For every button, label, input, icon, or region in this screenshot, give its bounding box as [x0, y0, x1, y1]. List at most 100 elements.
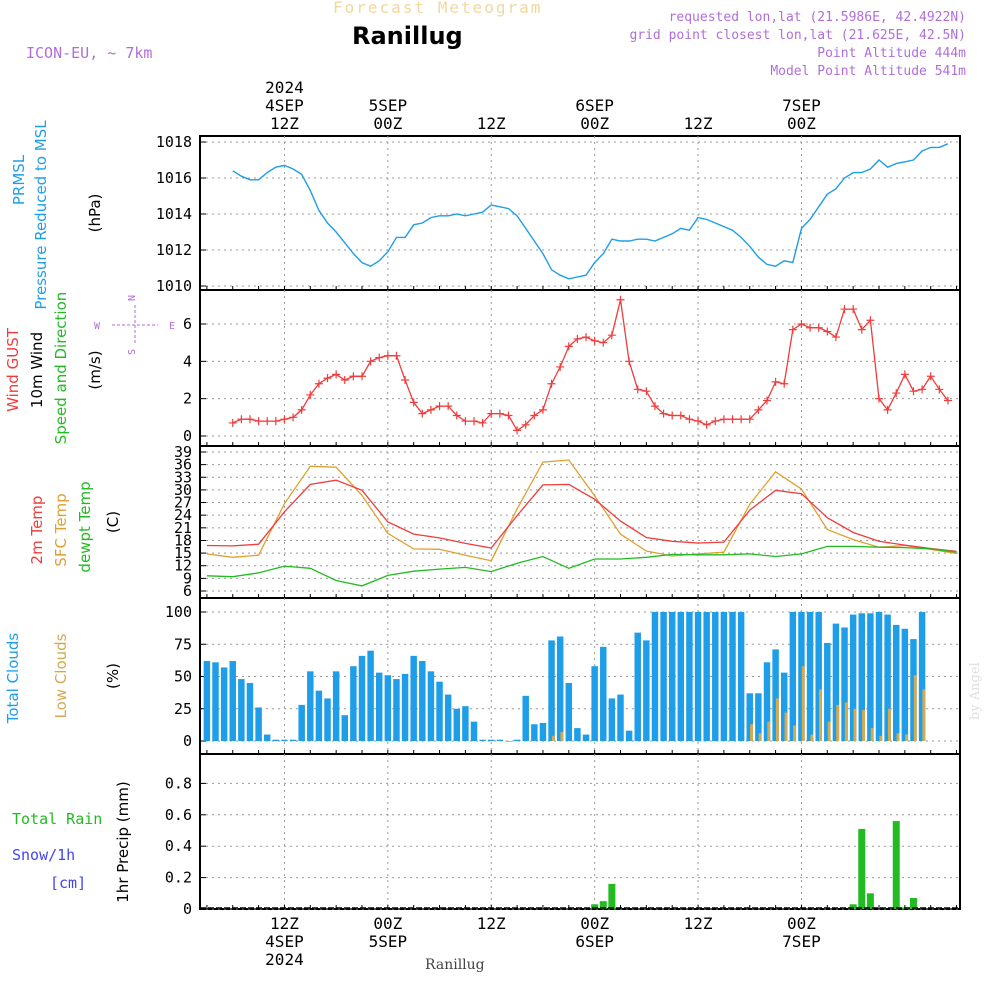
gust-marker [409, 398, 418, 407]
y-tick-label: 2 [183, 390, 192, 408]
total-cloud-bar [565, 682, 573, 741]
gust-marker [875, 394, 884, 403]
gust-marker [426, 405, 435, 414]
total-cloud-bar [660, 612, 667, 741]
compass-south: S [127, 349, 138, 355]
gust-marker [435, 402, 444, 411]
gust-marker [900, 370, 909, 379]
total-cloud-bar [875, 612, 883, 741]
low-cloud-bar [913, 675, 917, 741]
total-cloud-bar [910, 639, 917, 741]
gust-marker [538, 405, 547, 414]
total-cloud-bar [315, 690, 323, 741]
total-cloud-bar [600, 646, 607, 741]
gust-marker [797, 320, 806, 328]
gust-marker [685, 415, 694, 424]
gust-marker [366, 357, 375, 366]
total-cloud-bar [806, 612, 814, 741]
gust-marker [668, 411, 677, 420]
panel-precip: 0 0.2 0.4 0.6 0.8 [165, 753, 961, 918]
y-tick-label: 4 [183, 352, 192, 370]
gust-marker [470, 417, 479, 426]
total-cloud-bar [634, 632, 641, 741]
gust-marker [883, 405, 892, 414]
total-cloud-bar [324, 698, 331, 741]
y-tick-label: 100 [165, 603, 192, 621]
gust-marker [530, 411, 539, 420]
t2m-label: 2m Temp [28, 496, 46, 565]
y-tick-label: 0 [183, 900, 192, 918]
y-tick-label: 18 [174, 531, 192, 549]
total-cloud-bar [272, 739, 280, 741]
gust-marker [582, 333, 591, 342]
gust-marker [357, 372, 366, 381]
bottom-time-label: 12Z [270, 914, 299, 933]
y-tick-label: 15 [174, 544, 192, 562]
total-cloud-bar [453, 708, 461, 741]
total-cloud-bar [694, 612, 702, 741]
gridpoint-coords: grid point closest lon,lat (21.625E, 42.… [629, 28, 966, 43]
credit-label: by Angel [968, 662, 983, 720]
precip-bar [858, 828, 866, 909]
total-cloud-bar [298, 704, 305, 741]
total-cloud-bar [815, 612, 822, 741]
y-tick-label: 1018 [156, 133, 192, 151]
bottom-time-label: 00Z [373, 914, 402, 933]
wind-10m-label: 10m Wind [28, 332, 46, 408]
gust-marker [383, 351, 392, 360]
total-cloud-bar [444, 694, 452, 741]
gust-marker [642, 387, 651, 396]
y-tick-label: 33 [174, 468, 192, 486]
low-cloud-bar [896, 733, 900, 741]
total-cloud-bar [832, 623, 840, 741]
gust-marker [823, 327, 832, 336]
precip-unit-label: 1hr Precip (mm) [114, 781, 132, 902]
gust-marker [633, 385, 642, 394]
gust-marker [711, 417, 720, 426]
total-cloud-bar [419, 661, 426, 741]
compass-west: W [94, 321, 101, 332]
total-cloud-bar [703, 612, 710, 741]
watermark-title: Forecast Meteogram [333, 0, 543, 17]
dewpoint-label: dewpt Temp [76, 481, 94, 572]
panel-frame [199, 289, 961, 447]
total-cloud-bar [625, 730, 633, 741]
temp-unit-label: (C) [104, 511, 122, 533]
total-cloud-bar [858, 613, 865, 741]
total-cloud-bar [901, 628, 909, 741]
pressure-label-msl: Pressure Reduced to MSL [32, 120, 50, 310]
top-time-label: 12Z [270, 114, 299, 133]
y-tick-label: 75 [174, 635, 192, 653]
panel-pressure: 1010 1012 1014 1016 1018 [156, 133, 961, 295]
gust-marker [892, 389, 901, 398]
gust-marker [418, 409, 427, 418]
bottom-time-label: 00Z [787, 914, 816, 933]
total-cloud-bar [522, 695, 529, 741]
total-cloud-bar [246, 682, 254, 741]
y-tick-label: 6 [183, 315, 192, 333]
low-cloud-bar [784, 712, 788, 741]
total-cloud-bar [488, 739, 495, 741]
gust-marker [607, 331, 616, 340]
low-cloud-bar [922, 689, 926, 741]
gust-marker [461, 417, 470, 426]
gust-marker [599, 338, 608, 347]
total-cloud-bar [307, 671, 314, 741]
total-cloud-bar [824, 642, 831, 741]
total-cloud-bar [358, 655, 366, 741]
gust-marker [935, 385, 944, 394]
low-cloud-bar [758, 733, 762, 741]
wind-direction-label: Speed and Direction [52, 292, 70, 445]
total-cloud-bar [617, 694, 624, 741]
total-cloud-bar [608, 698, 616, 741]
total-cloud-bar [505, 741, 512, 742]
y-tick-label: 50 [174, 668, 192, 686]
low-cloud-bar [750, 724, 753, 741]
gust-marker [926, 372, 935, 381]
model-label: ICON-EU, ~ 7km [26, 44, 153, 62]
total-cloud-bar [746, 693, 753, 741]
gust-marker [314, 379, 323, 388]
low-cloud-bar [887, 708, 891, 741]
low-cloud-bar [767, 721, 771, 741]
total-cloud-label: Total Clouds [4, 633, 22, 725]
